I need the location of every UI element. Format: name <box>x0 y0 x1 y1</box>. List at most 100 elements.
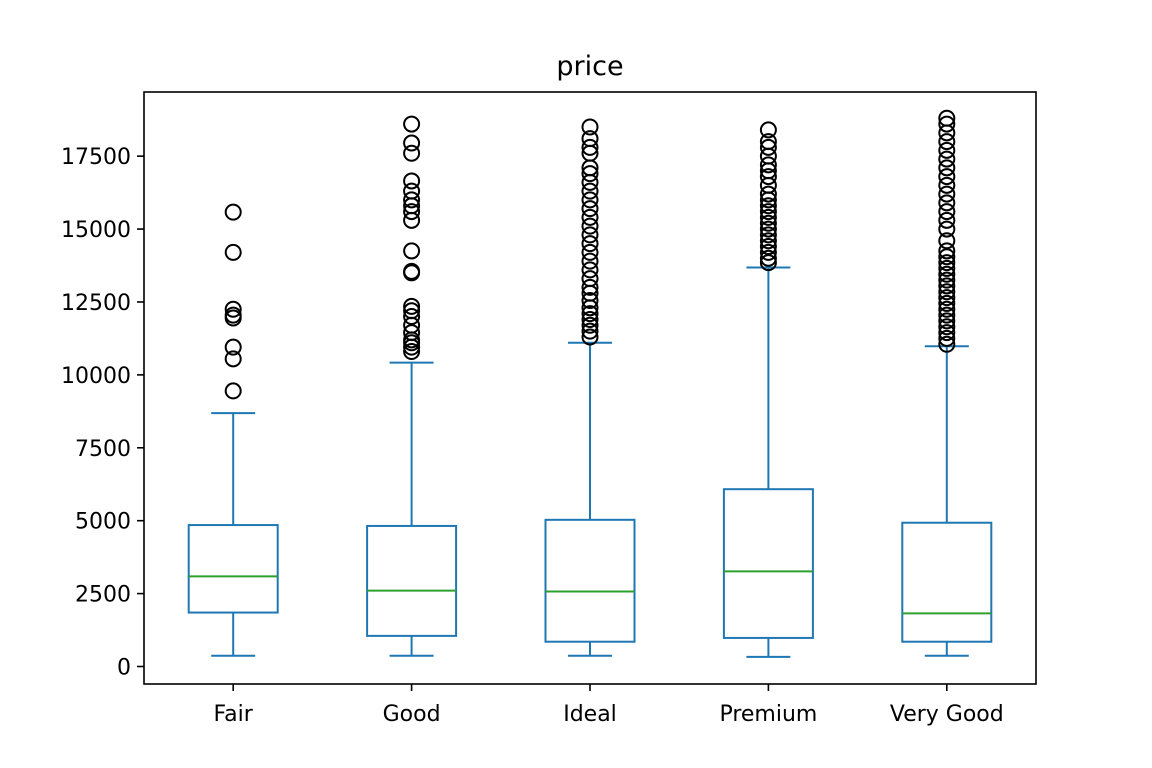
y-tick-label: 2500 <box>75 583 131 608</box>
outlier-point <box>403 115 421 133</box>
box-iqr <box>366 524 458 637</box>
outlier-point <box>938 289 956 307</box>
outlier-point <box>759 226 777 244</box>
outlier-point <box>403 134 421 152</box>
chart-title: price <box>556 51 623 82</box>
outlier-point <box>224 203 242 221</box>
outlier-point <box>581 191 599 209</box>
x-tick-label: Fair <box>214 702 254 727</box>
outlier-point <box>581 316 599 334</box>
outlier-point <box>938 194 956 212</box>
y-tick-label: 0 <box>117 656 131 681</box>
box-iqr <box>722 488 814 639</box>
outlier-point <box>938 271 956 289</box>
outlier-point <box>759 203 777 221</box>
outlier-point <box>938 109 956 127</box>
outlier-point <box>581 261 599 279</box>
outlier-point <box>581 278 599 296</box>
outlier-point <box>759 156 777 174</box>
outlier-point <box>938 329 956 347</box>
outlier-point <box>938 150 956 168</box>
outlier-point <box>224 382 242 400</box>
outlier-point <box>403 308 421 326</box>
outlier-point <box>403 182 421 200</box>
outlier-point <box>403 242 421 260</box>
outlier-point <box>403 302 421 320</box>
y-tick-label: 5000 <box>75 510 131 535</box>
outlier-point <box>938 259 956 277</box>
outlier-point <box>581 226 599 244</box>
outlier-point <box>759 249 777 267</box>
outlier-point <box>224 300 242 318</box>
outlier-point <box>938 324 956 342</box>
outlier-point <box>938 133 956 151</box>
x-tick-label: Good <box>383 702 441 727</box>
outlier-point <box>938 141 956 159</box>
outlier-point <box>581 130 599 148</box>
outlier-point <box>938 283 956 301</box>
outlier-point <box>759 254 777 272</box>
outlier-point <box>938 176 956 194</box>
outlier-point <box>581 165 599 183</box>
outlier-point <box>938 294 956 312</box>
outlier-point <box>759 208 777 226</box>
outlier-point <box>403 262 421 280</box>
outlier-point <box>224 350 242 368</box>
outlier-point <box>759 133 777 151</box>
x-tick-label: Premium <box>719 702 817 727</box>
outlier-point <box>581 305 599 323</box>
outlier-point <box>759 185 777 203</box>
y-tick-label: 17500 <box>61 145 131 170</box>
outlier-point <box>759 243 777 261</box>
outlier-point <box>581 182 599 200</box>
outlier-point <box>938 211 956 229</box>
outlier-point <box>403 144 421 162</box>
outlier-point <box>403 172 421 190</box>
outlier-point <box>581 322 599 340</box>
outlier-point <box>403 297 421 315</box>
outlier-point <box>403 203 421 221</box>
outlier-point <box>938 312 956 330</box>
outlier-point <box>581 217 599 235</box>
outlier-point <box>224 338 242 356</box>
outlier-point <box>938 254 956 272</box>
outlier-point <box>938 318 956 336</box>
outlier-point <box>581 118 599 136</box>
outlier-point <box>581 270 599 288</box>
outlier-point <box>938 277 956 295</box>
outlier-point <box>759 197 777 215</box>
outlier-point <box>938 220 956 238</box>
outlier-point <box>581 328 599 346</box>
outlier-point <box>759 121 777 139</box>
outlier-point <box>581 292 599 310</box>
outlier-point <box>759 138 777 156</box>
outlier-point <box>759 238 777 256</box>
plot-frame <box>143 91 1037 685</box>
outlier-point <box>581 252 599 270</box>
outlier-point <box>938 306 956 324</box>
outlier-point <box>759 214 777 232</box>
outlier-point <box>938 265 956 283</box>
outlier-point <box>581 208 599 226</box>
outlier-point <box>938 115 956 133</box>
outlier-point <box>581 243 599 261</box>
outlier-point <box>938 168 956 186</box>
outlier-point <box>403 191 421 209</box>
outlier-point <box>759 168 777 186</box>
outlier-point <box>938 242 956 260</box>
box-iqr <box>901 521 993 643</box>
y-tick-label: 15000 <box>61 218 131 243</box>
y-tick-label: 7500 <box>75 437 131 462</box>
outlier-point <box>224 306 242 324</box>
outlier-point <box>581 310 599 328</box>
y-tick-label: 12500 <box>61 291 131 316</box>
outlier-point <box>759 232 777 250</box>
y-tick-label: 10000 <box>61 364 131 389</box>
plot-layer: 0 2500 5000 7500 10000 12500 15000 17500 Fair Goo… <box>61 109 1004 727</box>
outlier-point <box>581 138 599 156</box>
outlier-point <box>938 248 956 266</box>
outlier-point <box>224 243 242 261</box>
outlier-point <box>759 220 777 238</box>
outlier-point <box>403 343 421 361</box>
